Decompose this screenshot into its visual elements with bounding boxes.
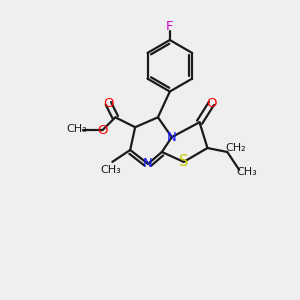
Text: N: N <box>143 158 153 170</box>
Text: CH₃: CH₃ <box>66 124 87 134</box>
Text: CH₂: CH₂ <box>225 143 245 153</box>
Text: O: O <box>97 124 108 137</box>
Text: O: O <box>206 97 217 110</box>
Text: O: O <box>103 97 114 110</box>
Text: CH₃: CH₃ <box>100 165 121 175</box>
Text: S: S <box>179 154 188 169</box>
Text: N: N <box>167 130 177 144</box>
Text: F: F <box>166 20 174 33</box>
Text: CH₃: CH₃ <box>237 167 257 177</box>
